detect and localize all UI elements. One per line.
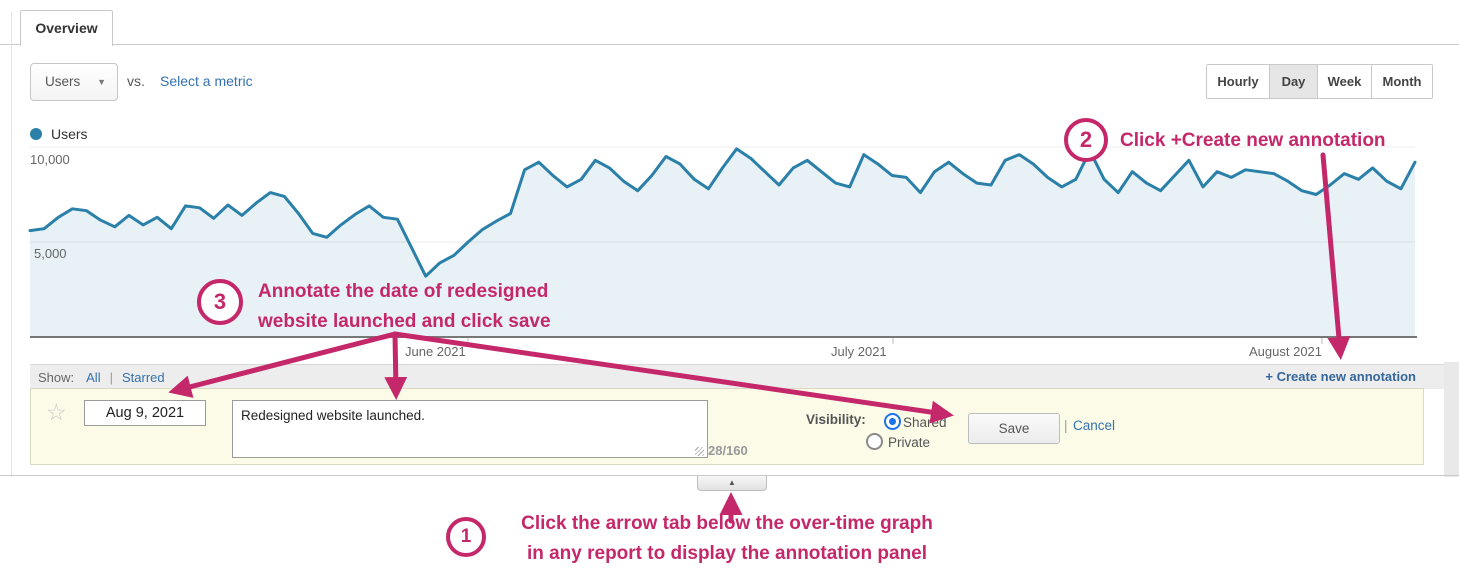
bottom-divider [0,475,1459,476]
filter-starred-link[interactable]: Starred [121,369,165,385]
up-arrow-icon: ▲ [728,478,736,487]
annotation-panel-toggle-tab[interactable]: ▲ [697,476,767,491]
step-1-text: Click the arrow tab below the over-time … [521,513,933,564]
visibility-label: Visibility: [806,412,866,427]
create-new-annotation-link[interactable]: + Create new annotation [1265,369,1416,384]
show-label: Show: [38,369,75,385]
chart-legend: Users [30,126,88,142]
chevron-down-icon: ▼ [97,77,106,87]
tab-strip [0,0,1459,45]
save-button[interactable]: Save [968,413,1060,444]
star-icon[interactable]: ☆ [46,399,67,425]
series-color-dot-icon [30,128,42,140]
step-1-badge: 1 [446,517,486,557]
interval-button-group: Hourly Day Week Month [1206,64,1433,99]
y-axis-label-10000: 10,000 [30,152,70,167]
select-a-metric-link[interactable]: Select a metric [160,73,253,89]
annotation-date-input[interactable]: Aug 9, 2021 [84,400,206,426]
interval-button-month[interactable]: Month [1372,65,1432,98]
filter-separator: | [109,369,113,385]
step-3-badge: 3 [197,279,243,325]
x-axis-label-august: August 2021 [1249,344,1323,359]
y-axis-label-5000: 5,000 [34,246,67,261]
character-counter: 28/160 [708,443,748,458]
cancel-link[interactable]: Cancel [1073,418,1116,433]
textarea-resize-grip[interactable] [695,447,704,456]
metric-dropdown-value: Users [45,74,81,89]
radio-private[interactable] [866,433,883,450]
content-left-edge [11,12,12,477]
tab-overview[interactable]: Overview [20,10,113,46]
chart-line [28,147,1417,278]
right-gutter [1444,362,1459,477]
interval-button-hourly[interactable]: Hourly [1207,65,1270,98]
step-3-text: Annotate the date of redesigned website … [258,281,551,332]
cancel-separator: | [1064,418,1068,433]
legend-label: Users [51,126,88,142]
interval-button-week[interactable]: Week [1318,65,1372,98]
radio-shared-label[interactable]: Shared [903,415,947,430]
filter-all-link[interactable]: All [86,369,101,385]
metric-dropdown[interactable]: Users ▼ [30,63,118,101]
radio-private-label[interactable]: Private [888,435,931,450]
annotations-filter-bar: Show: All | Starred + Create new annotat… [30,364,1444,389]
step-2-badge: 2 [1064,118,1108,162]
step-2-text: Click +Create new annotation [1120,130,1386,151]
radio-shared[interactable] [884,413,901,430]
radio-selected-dot [889,418,896,425]
x-axis-label-june: June 2021 [405,344,466,359]
vs-label: vs. [127,73,145,89]
interval-button-day[interactable]: Day [1270,65,1318,98]
arrow-to-create-annotation [1320,152,1351,360]
annotation-text-input[interactable]: Redesigned website launched. [232,400,708,458]
x-axis-label-july: July 2021 [831,344,887,359]
